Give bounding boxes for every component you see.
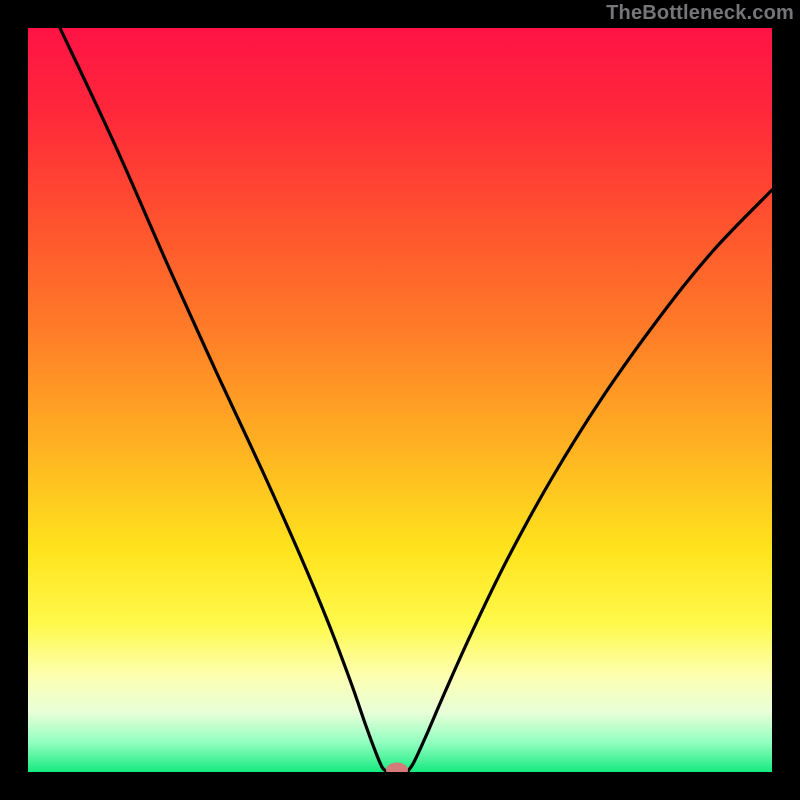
watermark-text: TheBottleneck.com (606, 2, 794, 25)
heat-gradient-area (28, 28, 772, 772)
